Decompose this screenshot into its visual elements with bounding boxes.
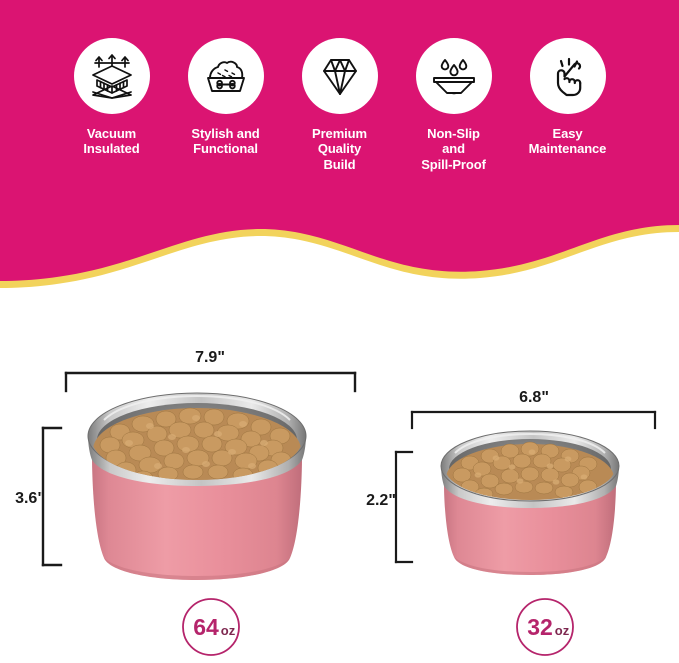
feature-item-premium-quality[interactable]: Premium Quality Build [283, 38, 397, 172]
feature-label-line: Vacuum [86, 126, 137, 141]
feature-label-line: Build [323, 156, 356, 172]
large-bowl-capacity-badge-ring [182, 598, 240, 656]
feature-label-line: Functional [193, 141, 258, 157]
feature-label: Stylish and Functional [191, 126, 259, 157]
droplets-over-bowl-icon [429, 51, 479, 101]
small-bowl-capacity-badge-ring [516, 598, 574, 656]
small-bowl-base-shadow [454, 557, 606, 575]
feature-item-vacuum-insulated[interactable]: Vacuum Insulated [55, 38, 169, 157]
dog-food-bowl-bone-icon [201, 51, 251, 101]
feature-label-line: Non-Slip [427, 126, 480, 141]
large-bowl-pink-body [92, 458, 302, 580]
feature-list: Vacuum Insulated [0, 38, 679, 198]
small-bowl-capacity-unit: oz [555, 623, 570, 638]
large-bowl-base-shadow [104, 558, 290, 580]
large-bowl-group: 7.9" 3.6" [15, 349, 357, 656]
header-wave-background [0, 0, 679, 288]
header-banner: Vacuum Insulated [0, 0, 679, 300]
large-bowl-kibble [93, 407, 301, 480]
feature-label-line: Insulated [83, 141, 140, 157]
feature-label-line: Premium [312, 126, 367, 141]
large-bowl-height-dimension [41, 426, 63, 567]
small-bowl-width-label: 6.8" [519, 389, 549, 406]
feature-label-line: Maintenance [528, 141, 607, 157]
small-bowl-kibble [446, 441, 614, 500]
large-bowl-width-label: 7.9" [195, 349, 225, 366]
feature-label-line: and [442, 141, 465, 157]
feature-label: Non-Slip and Spill-Proof [421, 126, 486, 172]
large-bowl-width-dimension [64, 371, 357, 393]
insulation-layers-icon [87, 51, 137, 101]
feature-label-line: Spill-Proof [421, 156, 486, 172]
feature-label: Easy Maintenance [529, 126, 607, 157]
small-bowl-pink-body [444, 484, 616, 575]
diamond-icon [315, 51, 365, 101]
feature-label: Premium Quality Build [312, 126, 367, 172]
wave-pink-shape [0, 0, 679, 281]
small-bowl-width-dimension [410, 410, 657, 430]
large-bowl-height-label: 3.6" [15, 490, 45, 507]
feature-item-non-slip-spill-proof[interactable]: Non-Slip and Spill-Proof [397, 38, 511, 172]
feature-label-line: Quality [317, 141, 362, 157]
feature-badge-circle [529, 38, 606, 114]
large-bowl-capacity-unit: oz [221, 623, 236, 638]
feature-label: Vacuum Insulated [83, 126, 139, 157]
small-bowl-height-dimension [394, 450, 414, 564]
feature-badge-circle [301, 38, 378, 114]
feature-badge-circle [73, 38, 150, 114]
feature-label-line: Stylish and [191, 126, 260, 141]
tapping-hand-icon [543, 51, 593, 101]
feature-item-stylish-functional[interactable]: Stylish and Functional [169, 38, 283, 157]
product-comparison-area: 7.9" 3.6" [0, 300, 679, 663]
small-bowl-capacity-number: 32 [527, 614, 553, 640]
small-bowl-group: 6.8" 2.2" [366, 389, 657, 656]
small-bowl-rim-highlight [454, 432, 606, 454]
feature-label-line: Easy [552, 126, 583, 141]
large-bowl-rim-highlight [103, 394, 291, 421]
large-bowl-capacity-number: 64 [193, 614, 219, 640]
small-bowl-height-label: 2.2" [366, 492, 396, 509]
feature-badge-circle [415, 38, 492, 114]
feature-item-easy-maintenance[interactable]: Easy Maintenance [511, 38, 625, 157]
feature-badge-circle [187, 38, 264, 114]
